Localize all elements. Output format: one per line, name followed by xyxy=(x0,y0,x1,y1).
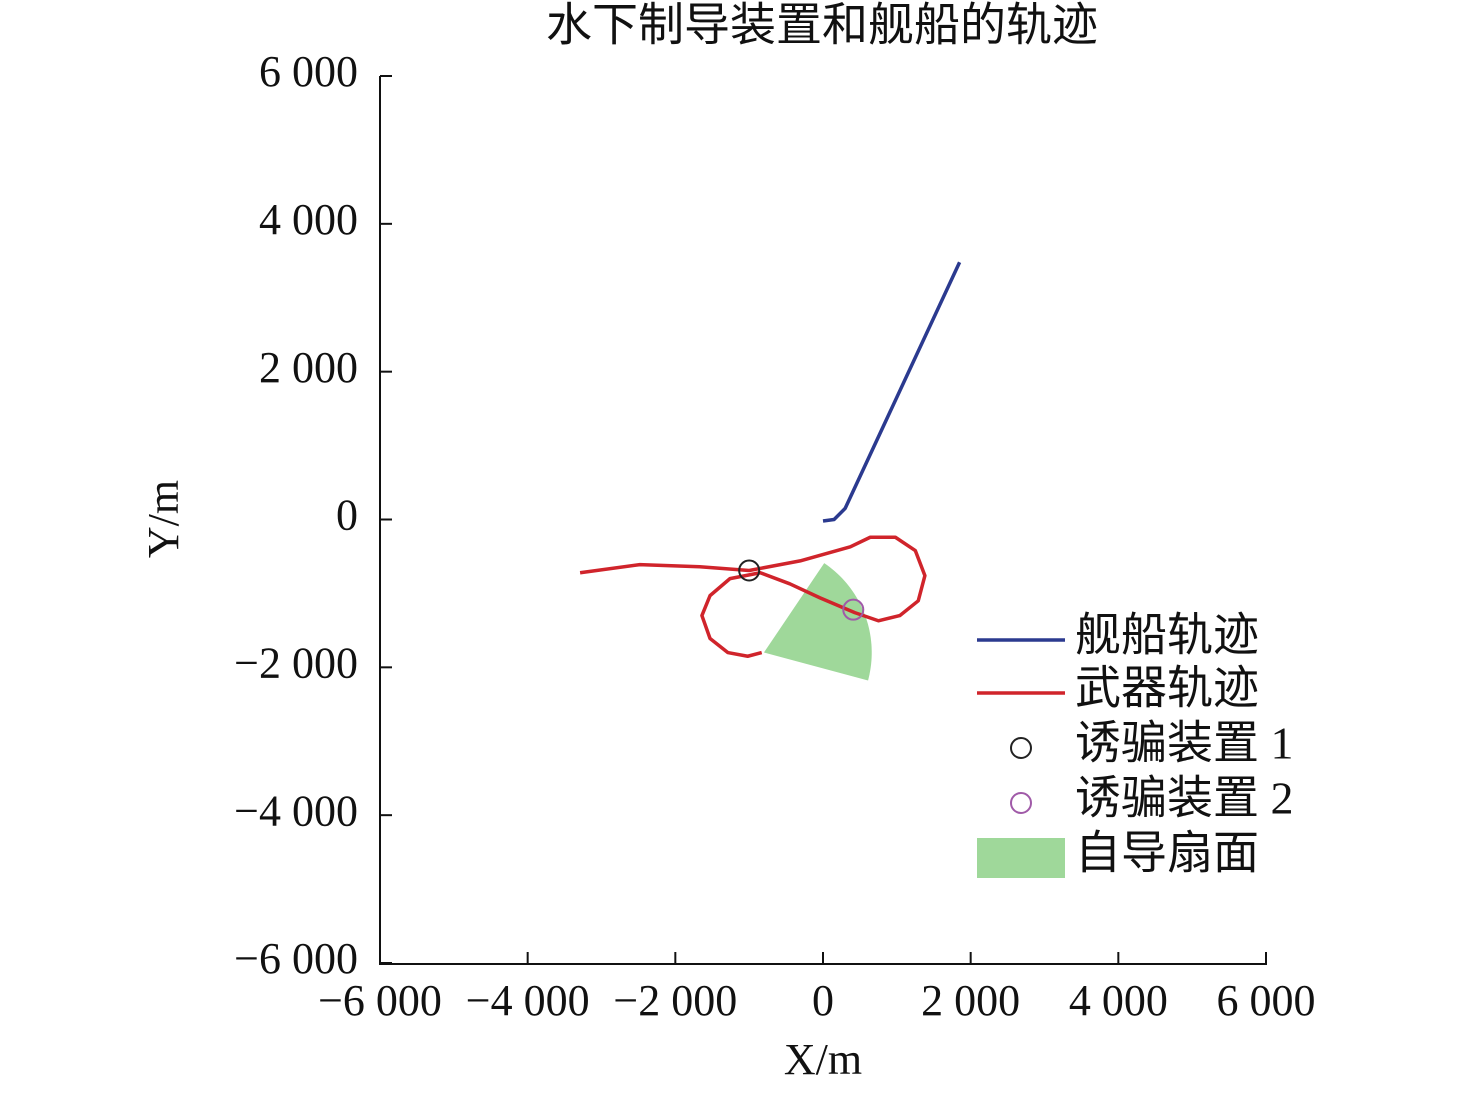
x-tick-label: 4 000 xyxy=(1069,976,1168,1025)
chart-title: 水下制导装置和舰船的轨迹 xyxy=(546,0,1098,51)
y-axis-label: Y/m xyxy=(139,480,188,558)
y-tick-label: 2 000 xyxy=(259,343,358,392)
legend-marker xyxy=(1010,737,1032,759)
homing-sector xyxy=(763,563,872,681)
legend-label: 武器轨迹 xyxy=(1075,663,1259,714)
x-axis-label: X/m xyxy=(784,1035,862,1084)
y-tick-label: −2 000 xyxy=(234,638,358,687)
trajectory xyxy=(579,535,927,658)
x-tick-label: −6 000 xyxy=(318,976,442,1025)
legend-label: 舰船轨迹 xyxy=(1075,610,1259,661)
legend-label: 自导扇面 xyxy=(1075,828,1259,879)
trajectory xyxy=(822,261,962,523)
x-tick-label: 6 000 xyxy=(1217,976,1316,1025)
legend-marker xyxy=(1010,792,1032,814)
legend-label: 诱骗装置 2 xyxy=(1075,773,1294,824)
legend-patch xyxy=(977,838,1065,878)
x-tick-label: 0 xyxy=(812,976,834,1025)
y-tick-label: −4 000 xyxy=(234,786,358,835)
y-tick-label: 4 000 xyxy=(259,195,358,244)
decoy-marker xyxy=(842,598,865,621)
y-tick-label: −6 000 xyxy=(234,934,358,983)
x-tick-label: −2 000 xyxy=(613,976,737,1025)
x-tick-label: 2 000 xyxy=(921,976,1020,1025)
x-tick-label: −4 000 xyxy=(466,976,590,1025)
y-tick-label: 6 000 xyxy=(259,47,358,96)
decoy-marker xyxy=(738,559,761,582)
y-tick-label: 0 xyxy=(336,491,358,540)
legend-label: 诱骗装置 1 xyxy=(1075,718,1294,769)
